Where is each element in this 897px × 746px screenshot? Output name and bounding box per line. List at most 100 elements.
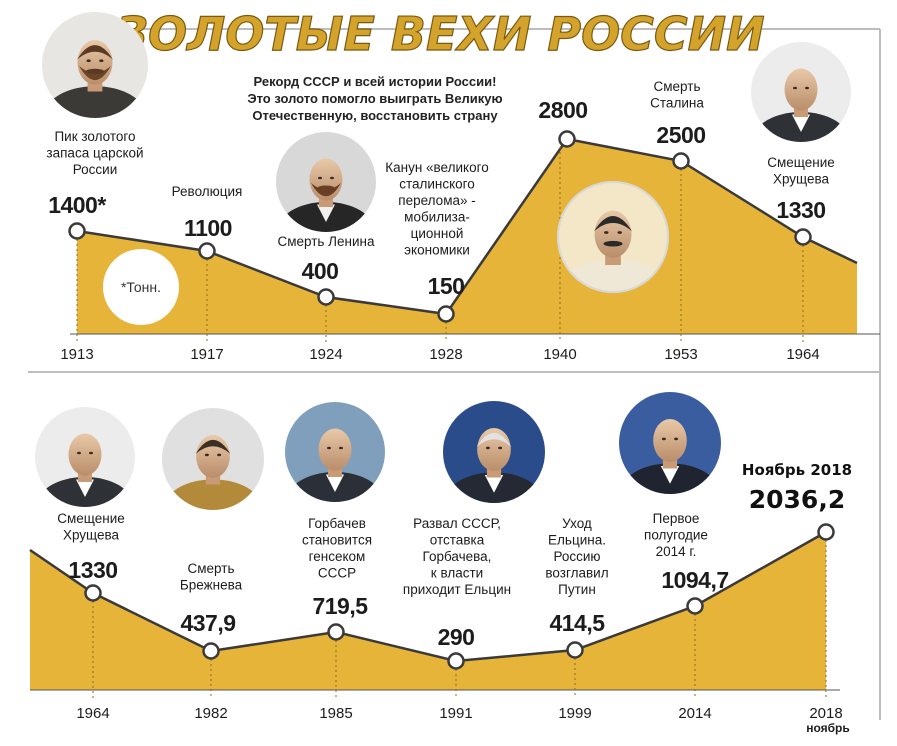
portraits-layer — [35, 12, 851, 510]
data-label: 414,5 — [549, 610, 605, 636]
data-point — [566, 641, 584, 659]
event-label: 2014 г. — [656, 544, 697, 559]
data-point — [672, 152, 690, 170]
x-tick-sublabel: ноябрь — [806, 721, 850, 735]
event-label: Смерть — [188, 561, 235, 576]
event-label: Смещение — [57, 511, 125, 526]
data-label: 400 — [302, 258, 339, 284]
x-tick-label: 1991 — [439, 705, 472, 722]
event-label: ционной — [411, 226, 464, 241]
area-fill — [77, 139, 857, 334]
data-point — [84, 584, 102, 602]
event-label: Первое — [653, 511, 700, 526]
x-tick-label: 1985 — [319, 705, 352, 722]
event-label: запаса царской — [46, 146, 143, 161]
x-tick-label: 1999 — [558, 705, 591, 722]
event-label: к власти — [431, 566, 483, 581]
yeltsin-portrait — [443, 401, 545, 503]
data-label: 437,9 — [180, 610, 235, 636]
data-point — [447, 652, 465, 670]
x-tick-label: 1928 — [429, 346, 462, 363]
series-line — [29, 530, 827, 663]
event-label: Горбачев — [308, 516, 366, 531]
data-label: 1400* — [48, 192, 106, 218]
data-label: 1100 — [184, 215, 232, 241]
event-label: Смещение — [767, 155, 835, 170]
x-tick-label: 1913 — [60, 346, 93, 363]
khrushchev-bottom-portrait — [35, 407, 135, 507]
khrushchev-top-portrait — [751, 42, 851, 142]
stalin-portrait — [557, 181, 669, 293]
chart-title: ЗОЛОТЫЕ ВЕХИ РОССИИ — [114, 7, 764, 61]
event-label: Горбачева, — [423, 549, 492, 564]
x-tick-label: 1924 — [309, 346, 342, 363]
x-tick-label: 1953 — [664, 346, 697, 363]
x-tick-label: 1940 — [543, 346, 576, 363]
record-note-line-1: Рекорд СССР и всей истории России! — [254, 74, 497, 89]
event-label: возглавил — [545, 566, 608, 581]
data-point — [317, 288, 335, 306]
units-badge — [103, 249, 179, 325]
event-label: Уход — [562, 516, 592, 531]
data-label: 1330 — [68, 557, 117, 583]
data-label: 1094,7 — [661, 567, 728, 593]
event-label: сталинского — [399, 177, 475, 192]
event-label: Россию — [553, 549, 600, 564]
data-label: 150 — [428, 273, 465, 299]
data-label: 719,5 — [312, 593, 368, 619]
data-point — [794, 228, 812, 246]
event-label: Хрущева — [773, 172, 830, 187]
data-label: 2036,2 — [749, 485, 845, 514]
event-label: полугодие — [644, 528, 708, 543]
event-label: Хрущева — [63, 528, 120, 543]
data-point — [437, 305, 455, 323]
event-label: СССР — [318, 566, 356, 581]
x-tick-label: 1982 — [194, 705, 227, 722]
event-label: Ельцина. — [548, 533, 606, 548]
event-label: России — [73, 162, 118, 177]
data-point — [202, 642, 220, 660]
chart-1913-1964: 1913 1400* Пик золотого запаса царскойРосси… — [46, 79, 880, 363]
nicholas-ii-portrait — [42, 12, 148, 118]
chart-1964-2018: 1964 1330 Смещение Хрущева 1982 437,9 Смерть Бр… — [29, 461, 852, 735]
data-label: 2800 — [538, 97, 587, 123]
gorbachev-portrait — [285, 402, 385, 502]
event-label: Развал СССР, — [413, 516, 501, 531]
data-point — [686, 597, 704, 615]
event-label: генсеком — [309, 549, 366, 564]
data-label: 2500 — [656, 122, 705, 148]
record-note-line-2: Это золото помогло выиграть Великую — [247, 91, 502, 106]
x-tick-label: 2018 — [809, 705, 842, 722]
units-note: *Тонн. — [121, 279, 161, 295]
event-label: отставка — [430, 533, 485, 548]
event-label: Ноябрь 2018 — [742, 461, 852, 479]
lenin-portrait — [276, 132, 376, 232]
record-note-line-3: Отечественную, восстановить страну — [252, 108, 498, 123]
event-label: экономики — [404, 243, 470, 258]
brezhnev-portrait — [162, 408, 264, 510]
data-point — [558, 130, 576, 148]
event-label: становится — [302, 533, 372, 548]
data-point — [817, 523, 835, 541]
area-fill — [30, 532, 826, 690]
putin-portrait — [619, 392, 721, 494]
x-tick-label: 1964 — [786, 346, 819, 363]
event-label: Революция — [172, 184, 243, 199]
data-point — [198, 242, 216, 260]
data-label: 1330 — [776, 197, 825, 223]
event-label: Сталина — [650, 96, 704, 111]
event-label: перелома» - — [398, 193, 475, 208]
event-label: Смерть Ленина — [277, 234, 375, 249]
event-label: приходит Ельцин — [403, 582, 511, 597]
event-label: Путин — [558, 582, 596, 597]
x-tick-label: 1917 — [190, 346, 223, 363]
data-label: 290 — [438, 624, 475, 650]
data-point — [68, 222, 86, 240]
x-tick-label: 2014 — [678, 705, 711, 722]
series-line — [76, 137, 858, 316]
data-point — [327, 623, 345, 641]
event-label: Канун «великого — [385, 160, 489, 175]
event-label: Брежнева — [180, 578, 243, 593]
event-label: Смерть — [654, 79, 701, 94]
